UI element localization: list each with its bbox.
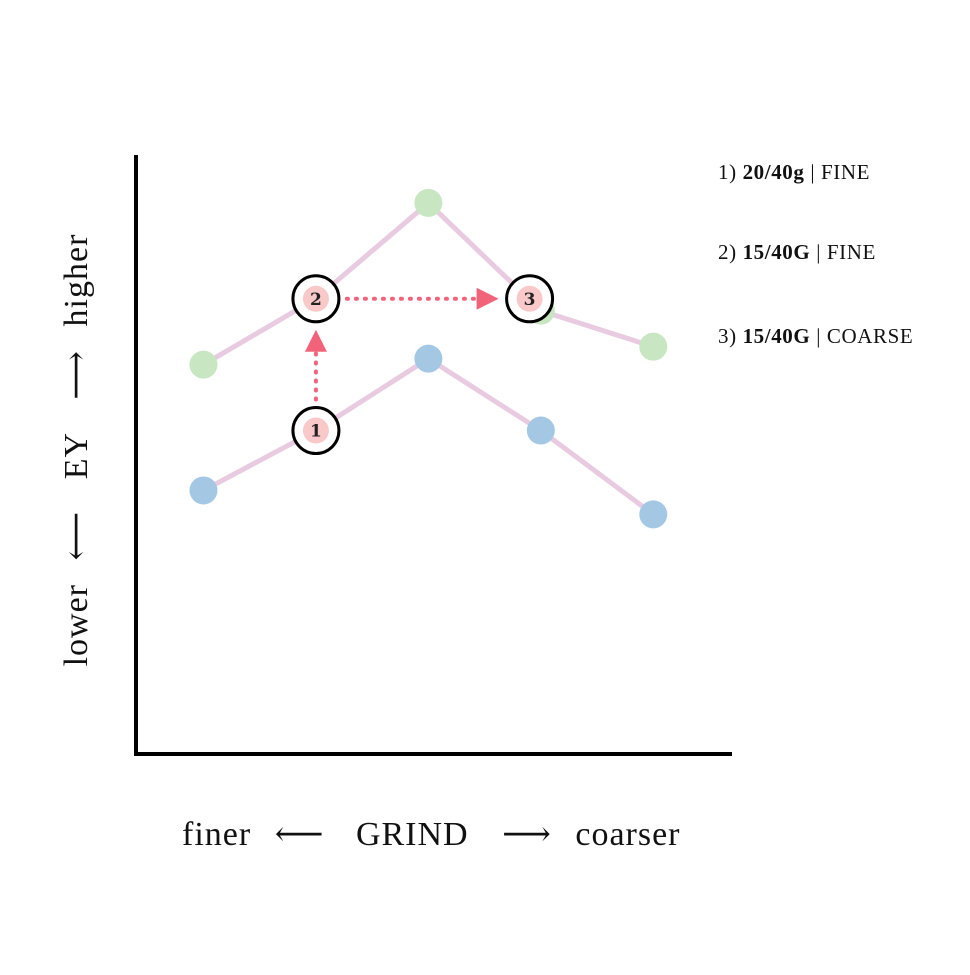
y-axis-high-arrow: ⟶ (58, 349, 95, 400)
legend-item-number: 3) (718, 324, 737, 348)
legend-item-number: 2) (718, 240, 737, 264)
step-arrow-head (476, 287, 499, 310)
x-axis-label: finer ⟵ GRIND ⟶ coarser (182, 814, 702, 854)
y-axis-high-label: higher (58, 233, 95, 327)
legend-item-2: 2) 15/40G | FINE (718, 240, 876, 265)
y-axis-title: EY (58, 433, 95, 480)
legend-item-grind: FINE (821, 160, 871, 184)
x-axis-title: GRIND (355, 816, 469, 853)
step-arrow-head (304, 329, 327, 352)
legend-item-separator: | (816, 240, 822, 264)
legend-item-1: 1) 20/40g | FINE (718, 160, 870, 185)
legend-item-grind: COARSE (826, 324, 914, 348)
legend-item-dose: 15/40G (742, 240, 811, 264)
step-marker-1: 1 (291, 406, 341, 456)
legend-item-grind: FINE (826, 240, 876, 264)
data-point (189, 476, 218, 505)
legend-item-dose: 20/40g (742, 160, 805, 184)
legend-item-dose: 15/40G (742, 324, 811, 348)
x-axis-left-label: finer (182, 816, 252, 853)
data-point (639, 332, 668, 361)
step-marker-3: 3 (505, 274, 555, 324)
series-line-2 (200, 356, 656, 517)
step-marker-fill (516, 285, 543, 312)
step-marker-2: 2 (291, 274, 341, 324)
data-point (526, 416, 555, 445)
series-line-1 (200, 200, 656, 368)
step-marker-label: 3 (524, 290, 536, 310)
x-axis-left-arrow: ⟵ (274, 816, 325, 853)
x-axis-right-arrow: ⟶ (502, 816, 552, 853)
step-markers: 1 2 3 (291, 274, 555, 456)
data-points (189, 188, 668, 529)
legend-item-3: 3) 15/40G | COARSE (718, 324, 913, 349)
data-point (414, 188, 443, 217)
data-point (189, 350, 218, 379)
x-axis-right-label: coarser (575, 816, 681, 853)
axes (134, 155, 732, 756)
step-marker-label: 2 (310, 290, 322, 310)
data-point (414, 344, 443, 373)
step-arrows (304, 287, 499, 402)
legend-item-separator: | (816, 324, 822, 348)
y-axis-low-label: lower (58, 584, 95, 667)
step-marker-fill (302, 417, 329, 444)
step-marker-label: 1 (310, 422, 322, 442)
legend-item-separator: | (810, 160, 816, 184)
y-axis-low-arrow: ⟵ (58, 510, 95, 561)
legend-item-number: 1) (718, 160, 737, 184)
data-point (639, 500, 668, 529)
step-marker-fill (302, 285, 329, 312)
